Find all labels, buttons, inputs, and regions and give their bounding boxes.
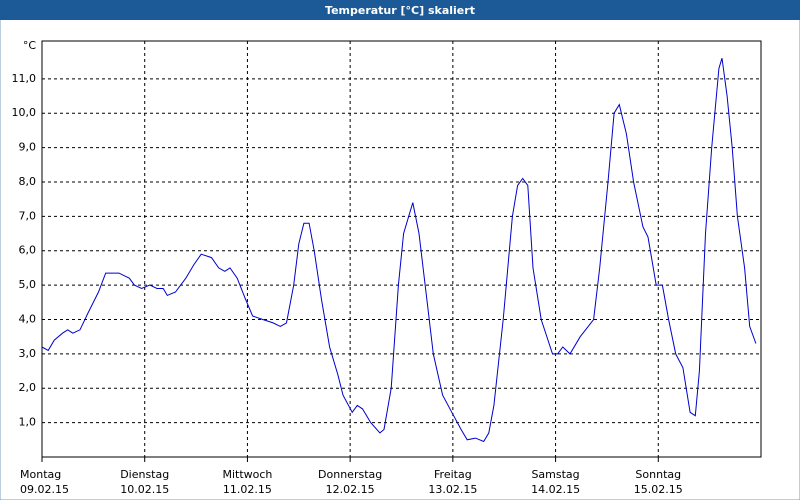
y-tick-label: 11,0 [12,72,37,85]
x-tick-label: Donnerstag [318,468,382,481]
y-tick-label: 1,0 [19,416,37,429]
y-tick-label: 4,0 [19,312,37,325]
y-unit: °C [23,39,37,52]
x-tick-sublabel: 12.02.15 [326,483,375,496]
title-bar [0,0,800,20]
x-tick-label: Dienstag [120,468,169,481]
y-tick-label: 5,0 [19,278,37,291]
y-tick-label: 10,0 [12,106,37,119]
x-tick-sublabel: 09.02.15 [20,483,69,496]
x-tick-label: Sonntag [635,468,681,481]
x-tick-sublabel: 13.02.15 [428,483,477,496]
temperature-line [41,58,757,443]
x-tick-label: Samstag [531,468,579,481]
x-tick-sublabel: 10.02.15 [120,483,169,496]
x-tick-sublabel: 14.02.15 [531,483,580,496]
plot-border [41,40,762,458]
y-tick-label: 8,0 [19,175,37,188]
y-tick-label: 9,0 [19,141,37,154]
y-tick-label: 2,0 [19,381,37,394]
x-tick-label: Freitag [434,468,472,481]
y-tick-label: 3,0 [19,347,37,360]
x-tick-sublabel: 15.02.15 [634,483,683,496]
y-tick-label: 6,0 [19,244,37,257]
x-tick-label: Montag [20,468,61,481]
chart-title: Temperatur [°C] skaliert [325,4,475,17]
x-tick-label: Mittwoch [222,468,272,481]
y-tick-label: 7,0 [19,209,37,222]
x-tick-sublabel: 11.02.15 [223,483,272,496]
